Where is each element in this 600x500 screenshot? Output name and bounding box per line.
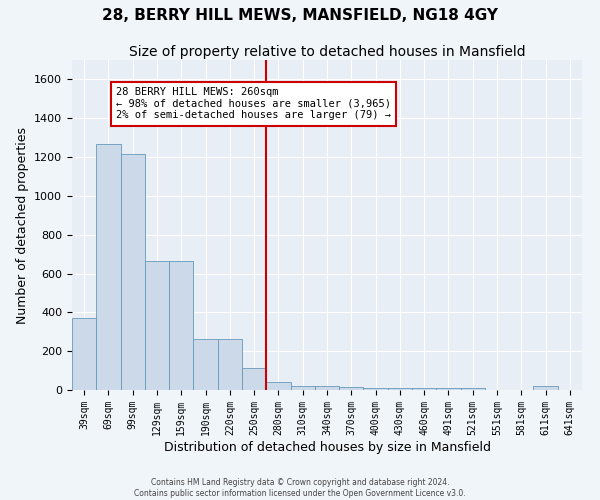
Text: 28, BERRY HILL MEWS, MANSFIELD, NG18 4GY: 28, BERRY HILL MEWS, MANSFIELD, NG18 4GY bbox=[102, 8, 498, 22]
Bar bbox=[121, 154, 145, 390]
Bar bbox=[290, 386, 315, 390]
Bar bbox=[388, 388, 412, 390]
Bar bbox=[339, 387, 364, 390]
Bar bbox=[96, 144, 121, 390]
Bar bbox=[193, 338, 218, 390]
Bar bbox=[364, 388, 388, 390]
Y-axis label: Number of detached properties: Number of detached properties bbox=[16, 126, 29, 324]
Text: 28 BERRY HILL MEWS: 260sqm
← 98% of detached houses are smaller (3,965)
2% of se: 28 BERRY HILL MEWS: 260sqm ← 98% of deta… bbox=[116, 87, 391, 120]
Bar bbox=[436, 388, 461, 390]
Bar bbox=[412, 388, 436, 390]
Bar bbox=[266, 382, 290, 390]
Title: Size of property relative to detached houses in Mansfield: Size of property relative to detached ho… bbox=[128, 45, 526, 59]
Text: Contains HM Land Registry data © Crown copyright and database right 2024.
Contai: Contains HM Land Registry data © Crown c… bbox=[134, 478, 466, 498]
Bar bbox=[533, 386, 558, 390]
Bar bbox=[72, 318, 96, 390]
Bar bbox=[169, 261, 193, 390]
Bar bbox=[218, 338, 242, 390]
Bar bbox=[145, 261, 169, 390]
Bar bbox=[242, 368, 266, 390]
X-axis label: Distribution of detached houses by size in Mansfield: Distribution of detached houses by size … bbox=[163, 440, 491, 454]
Bar bbox=[315, 386, 339, 390]
Bar bbox=[461, 388, 485, 390]
